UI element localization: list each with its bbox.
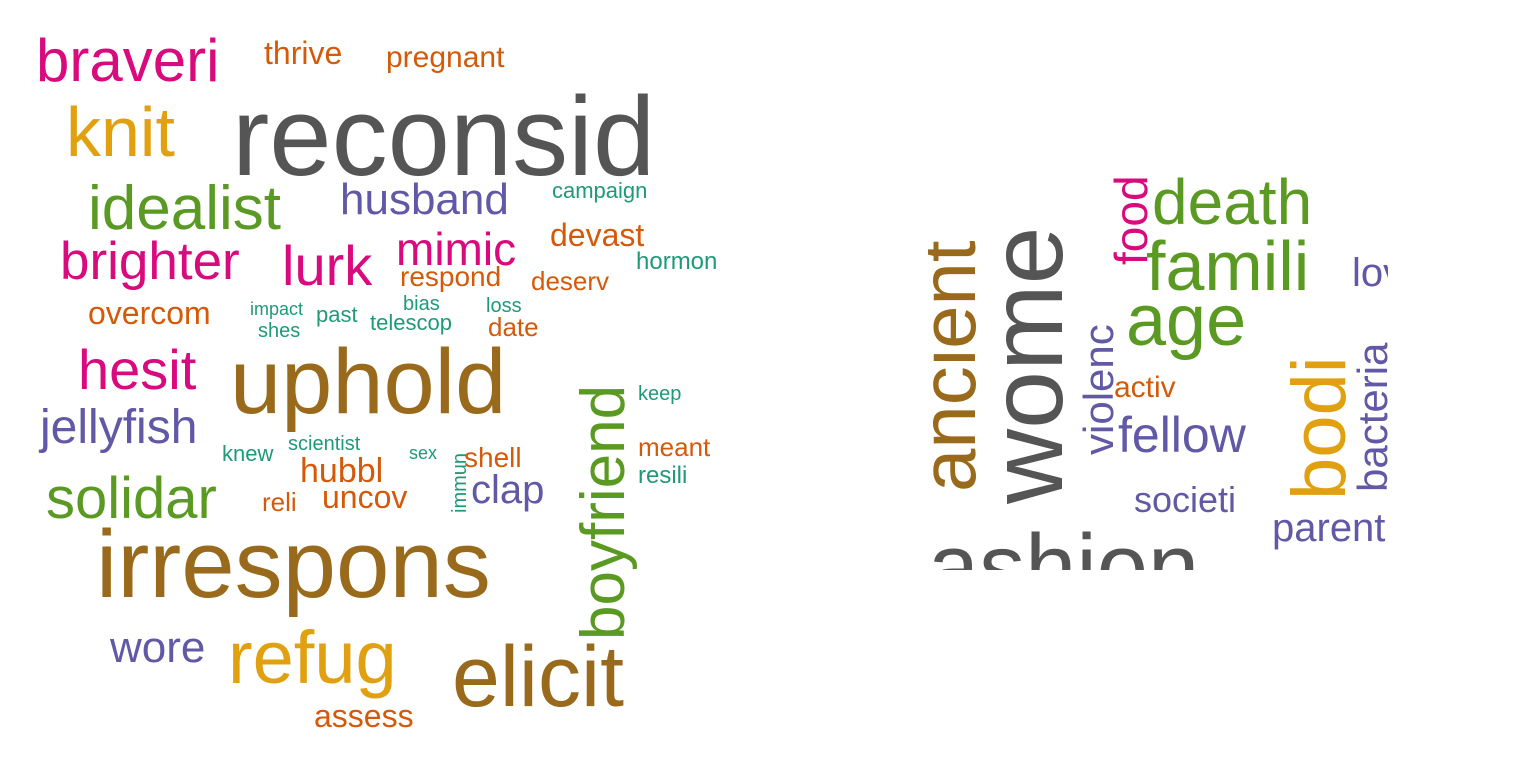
- word-keep: keep: [638, 383, 681, 405]
- word-bodi: bodi: [1277, 356, 1362, 500]
- word-cloud-left: reconsidirresponsupholdelicitrefugknitbr…: [36, 27, 717, 734]
- word-wore: wore: [109, 623, 205, 672]
- word-emot: emot: [1190, 103, 1328, 172]
- word-hubbl: hubbl: [300, 452, 383, 490]
- word-famili: famili: [1146, 227, 1309, 305]
- word-knew: knew: [222, 441, 273, 466]
- word-uphold: uphold: [230, 331, 506, 433]
- word-knit: knit: [66, 93, 175, 171]
- word-food: food: [1105, 175, 1157, 265]
- word-love: love: [1352, 251, 1425, 295]
- word-shes: shes: [258, 320, 300, 342]
- word-societi: societi: [1134, 479, 1236, 520]
- word-overcom: overcom: [88, 295, 211, 331]
- word-jellyfish: jellyfish: [38, 401, 197, 454]
- word-hormon: hormon: [636, 248, 717, 275]
- word-fellow: fellow: [1118, 407, 1247, 463]
- word-campaign: campaign: [552, 178, 647, 203]
- word-age: age: [1126, 281, 1246, 361]
- word-date: date: [488, 312, 539, 342]
- word-uncov: uncov: [322, 479, 407, 515]
- word-violenc: violenc: [1075, 324, 1122, 455]
- word-deserv: deserv: [531, 266, 609, 296]
- word-shell: shell: [464, 442, 522, 473]
- word-solidar: solidar: [46, 466, 217, 531]
- word-brighter: brighter: [60, 232, 240, 291]
- word-clap: clap: [471, 468, 544, 512]
- word-wome: wome: [969, 227, 1085, 505]
- word-meant: meant: [638, 432, 711, 462]
- word-hesit: hesit: [78, 338, 197, 401]
- word-idealist: idealist: [88, 174, 281, 243]
- word-mimic: mimic: [396, 223, 516, 275]
- word-refug: refug: [228, 616, 397, 699]
- word-respond: respond: [400, 261, 501, 292]
- word-lurk: lurk: [282, 234, 373, 297]
- word-immun: immun: [449, 453, 471, 513]
- word-activ: activ: [1114, 371, 1176, 404]
- word-resili: resili: [638, 462, 687, 489]
- word-past: past: [316, 302, 358, 327]
- word-impact: impact: [250, 299, 303, 319]
- word-telescop: telescop: [370, 310, 452, 335]
- word-reli: reli: [262, 487, 297, 517]
- word-loss: loss: [486, 295, 522, 317]
- word-irrespons: irrespons: [96, 511, 491, 618]
- word-ancient: ancient: [904, 240, 992, 492]
- word-elicit: elicit: [452, 629, 624, 725]
- word-bias: bias: [403, 293, 440, 315]
- word-sex: sex: [409, 443, 437, 463]
- word-devast: devast: [550, 217, 644, 253]
- word-bacteria: bacteria: [1349, 342, 1396, 492]
- word-braveri: braveri: [36, 27, 219, 94]
- word-husband: husband: [340, 175, 509, 224]
- word-assess: assess: [314, 698, 414, 734]
- word-thrive: thrive: [264, 35, 342, 71]
- word-parent: parent: [1272, 506, 1385, 550]
- word-death: death: [1152, 166, 1312, 238]
- word-boyfriend: boyfriend: [569, 385, 638, 640]
- word-pregnant: pregnant: [386, 41, 505, 74]
- word-reconsid: reconsid: [232, 74, 655, 199]
- word-ashion: ashion: [928, 516, 1199, 618]
- word-scientist: scientist: [288, 433, 361, 455]
